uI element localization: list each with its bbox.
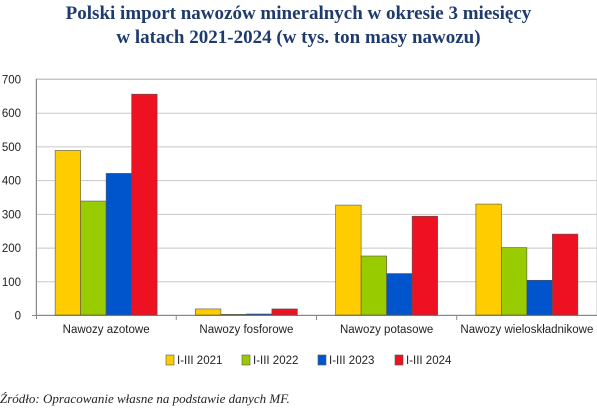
y-tick-label: 0	[15, 311, 21, 323]
bar-1-1	[220, 314, 247, 316]
legend-swatch	[165, 354, 175, 366]
bar-2-3	[411, 215, 438, 316]
bar-3-2	[526, 279, 553, 316]
bar-0-1	[80, 200, 107, 316]
bar-0-3	[131, 93, 158, 316]
y-tick-label: 700	[2, 75, 21, 87]
y-tick-label: 400	[2, 176, 21, 188]
bar-3-1	[501, 247, 528, 316]
y-tick-label: 600	[2, 108, 21, 120]
bar-2-2	[386, 273, 413, 316]
y-tick-label: 100	[2, 277, 21, 289]
y-tick-label: 300	[2, 209, 21, 221]
legend-label: I-III 2022	[253, 355, 298, 367]
x-category-label: Nawozy wieloskładnikowe	[460, 324, 593, 336]
chart-title: Polski import nawozów mineralnych w okre…	[0, 2, 597, 50]
bar-2-1	[360, 255, 387, 316]
chart-title-line-2: w latach 2021-2024 (w tys. ton masy nawo…	[116, 27, 481, 48]
legend-label: I-III 2021	[177, 355, 222, 367]
legend-label: I-III 2024	[406, 355, 452, 367]
bar-3-3	[552, 233, 579, 316]
y-tick-label: 500	[2, 142, 21, 154]
bar-2-0	[335, 204, 362, 316]
x-category-label: Nawozy azotowe	[63, 324, 150, 336]
bar-0-0	[54, 150, 81, 316]
bar-0-2	[105, 173, 132, 316]
chart-title-line-1: Polski import nawozów mineralnych w okre…	[65, 3, 532, 24]
bar-3-0	[475, 203, 502, 316]
legend-swatch	[241, 354, 251, 366]
legend-swatch	[317, 354, 327, 366]
y-tick-label: 200	[2, 243, 21, 255]
bar-1-2	[246, 313, 273, 316]
x-category-label: Nawozy fosforowe	[199, 324, 293, 336]
source-note: Źródło: Opracowanie własne na podstawie …	[0, 391, 290, 406]
bar-1-3	[271, 308, 298, 316]
bar-1-0	[195, 308, 222, 316]
legend-swatch	[394, 354, 404, 366]
x-category-label: Nawozy potasowe	[340, 324, 433, 336]
legend-label: I-III 2023	[329, 355, 374, 367]
